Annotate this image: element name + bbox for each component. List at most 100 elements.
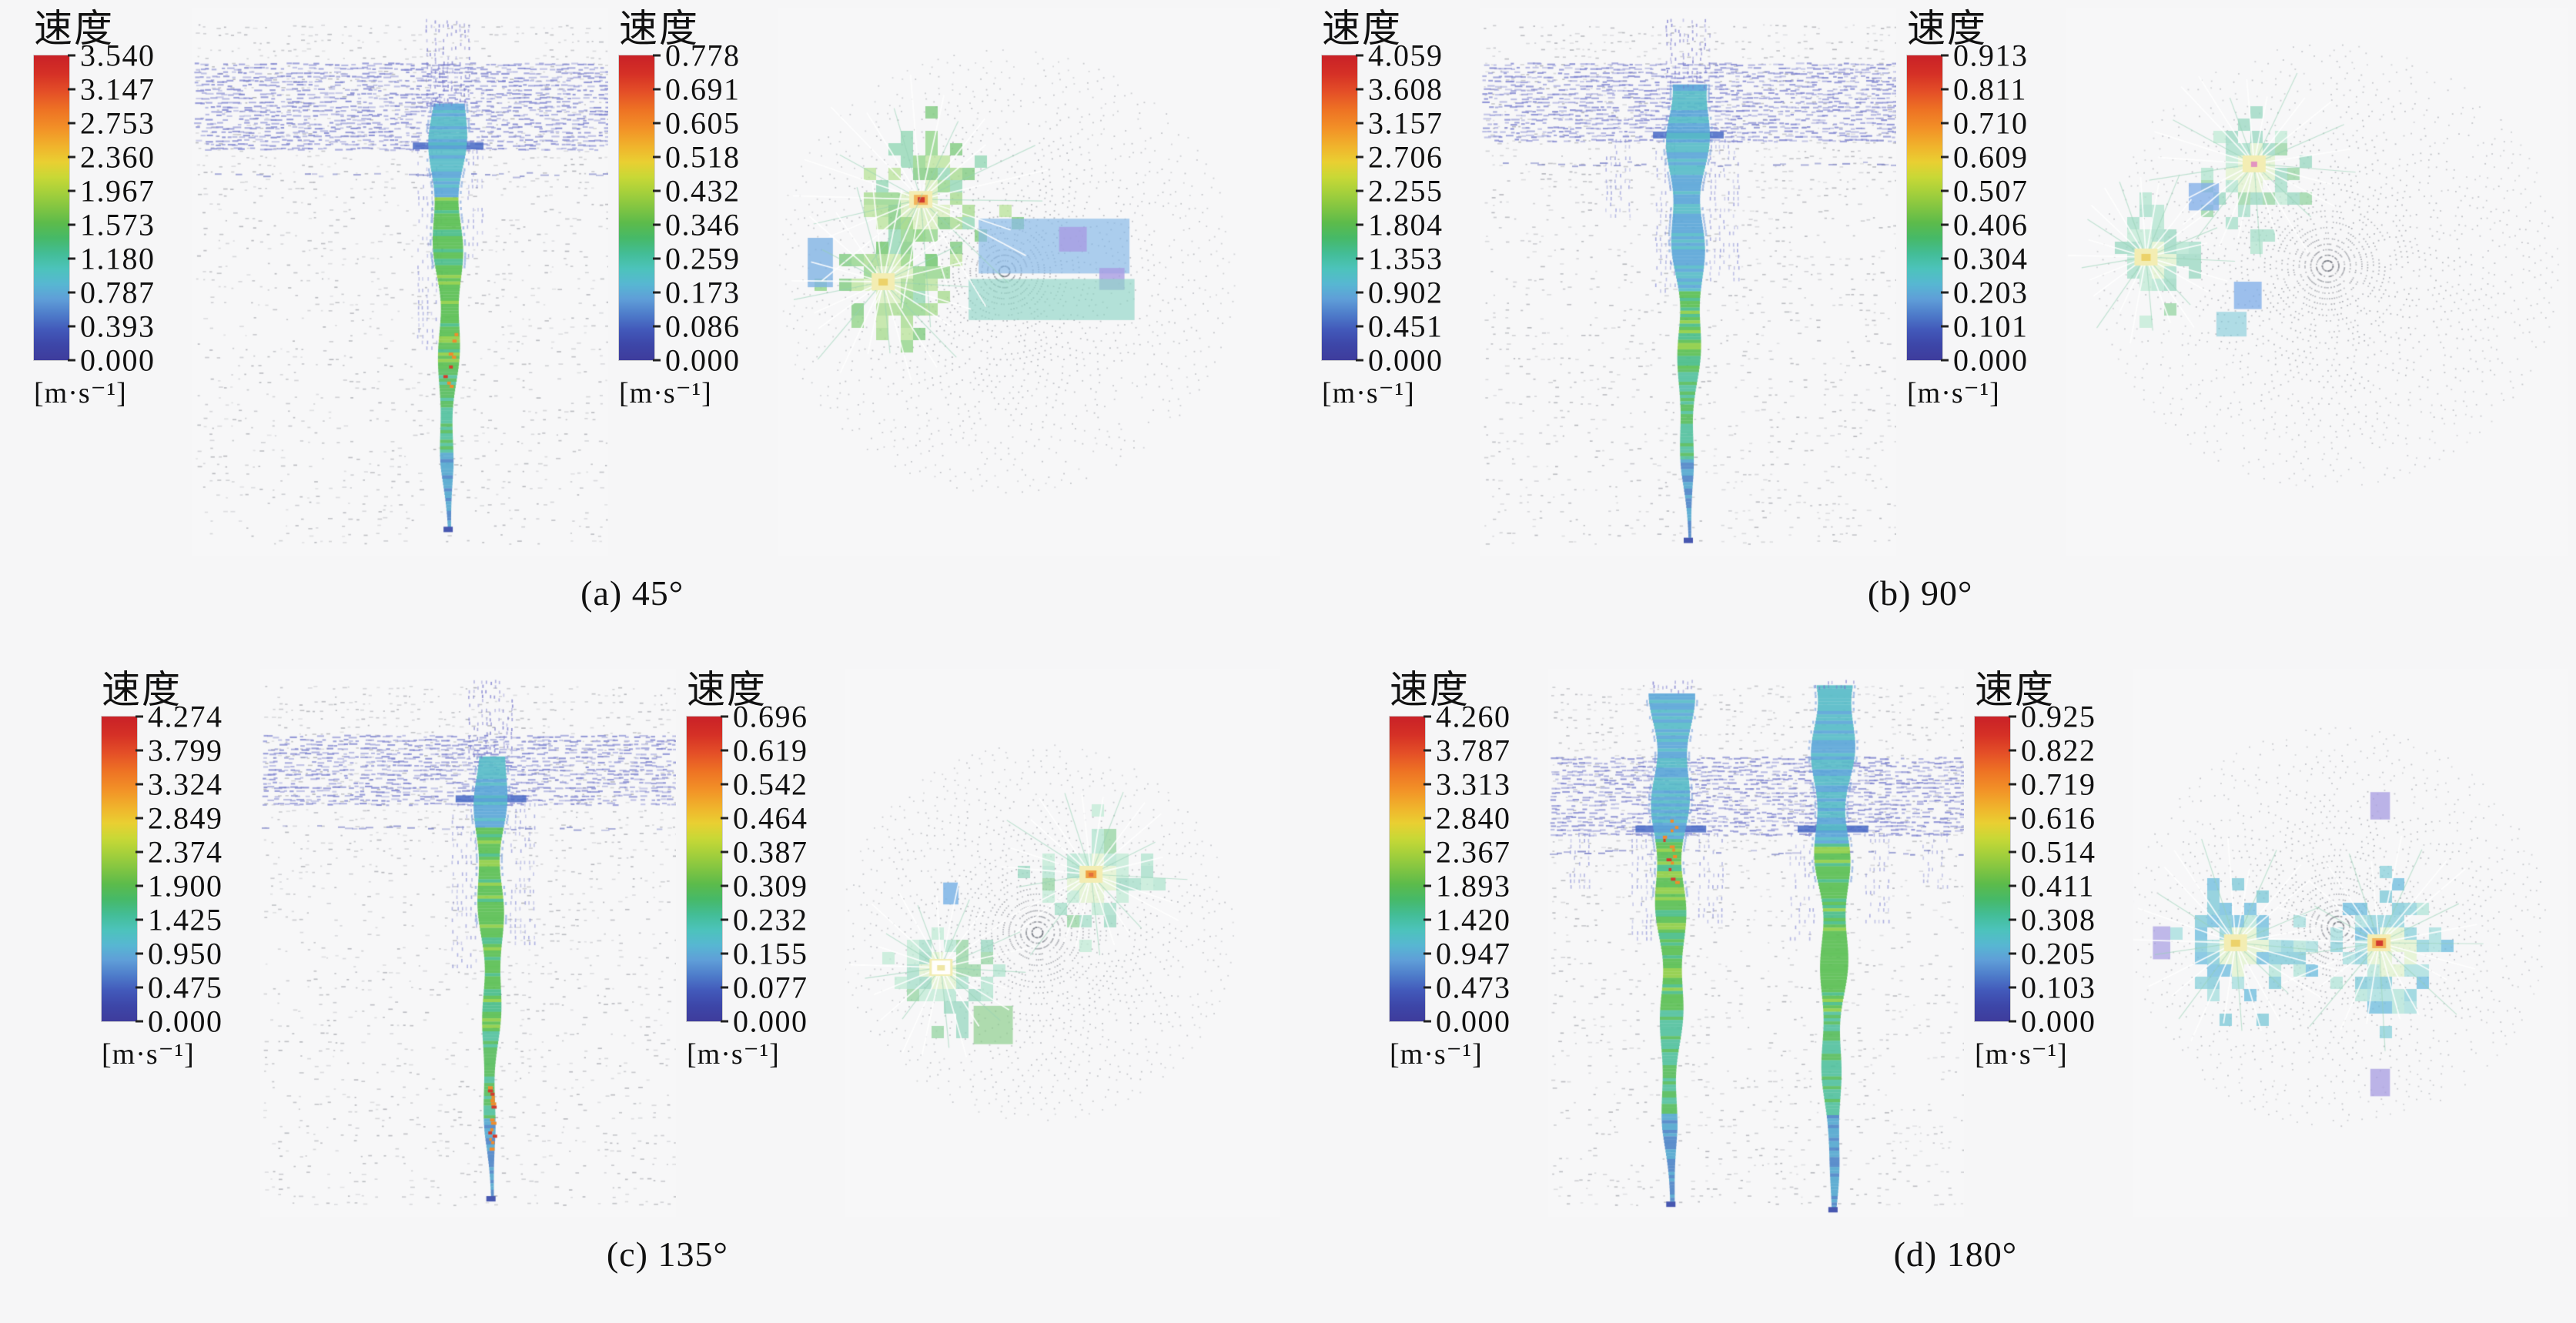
colorbar-tick-mark bbox=[68, 189, 75, 192]
colorbar-tick-labels: 0.778 0.691 0.605 0.518 0.432 0.346 0.259 0.173… bbox=[653, 38, 767, 378]
colorbar-title: 速度 bbox=[687, 667, 767, 712]
colorbar-tick-mark bbox=[1941, 189, 1949, 192]
colorbar-tick-label: 1.420 bbox=[1436, 902, 1511, 937]
colorbar-tick-mark bbox=[653, 189, 661, 192]
colorbar-tick-mark bbox=[1356, 291, 1363, 294]
colorbar-tick-label: 0.000 bbox=[1953, 342, 2029, 378]
colorbar-unit: [m·s⁻¹] bbox=[102, 1038, 195, 1071]
colorbar-tick-label: 0.947 bbox=[1436, 936, 1511, 971]
colorbar-tick-label: 0.173 bbox=[665, 275, 741, 310]
colorbar-tick-label: 4.059 bbox=[1368, 38, 1444, 73]
colorbar-tick-label: 0.203 bbox=[1953, 275, 2029, 310]
colorbar-tick-mark bbox=[135, 884, 143, 887]
colorbar-tick-label: 1.900 bbox=[148, 868, 223, 904]
colorbar-tick-mark bbox=[2009, 817, 2016, 820]
colorbar-tick-mark bbox=[1423, 783, 1431, 786]
colorbar-tick-mark bbox=[1941, 257, 1949, 260]
colorbar-tick-label: 0.000 bbox=[148, 1004, 223, 1039]
colorbar-tick-mark bbox=[68, 155, 75, 159]
colorbar-tick-label: 0.950 bbox=[148, 936, 223, 971]
colorbar-title: 速度 bbox=[34, 6, 114, 51]
colorbar-tick-mark bbox=[2009, 783, 2016, 786]
colorbar-tick-labels: 4.059 3.608 3.157 2.706 2.255 1.804 1.353 0.902… bbox=[1356, 38, 1470, 378]
panel-caption: (c) 135° bbox=[606, 1234, 728, 1274]
colorbar-tick-label: 0.778 bbox=[665, 38, 741, 73]
colorbar-tick-mark bbox=[135, 715, 143, 718]
colorbar-tick-mark bbox=[721, 749, 728, 752]
colorbar-tick-mark bbox=[653, 359, 661, 362]
colorbar: 0.696 0.619 0.542 0.464 0.387 0.309 0.232 0.155… bbox=[686, 700, 835, 1039]
panel: 速度 4.059 3.608 3.157 2.706 2.255 1.804 1.353 0.… bbox=[1288, 0, 2576, 661]
panel-plots: 速度 4.274 3.799 3.324 2.849 2.374 1.900 1.425 0.… bbox=[101, 667, 1280, 1217]
colorbar-tick-mark bbox=[1941, 54, 1949, 57]
colorbar-tick-label: 0.393 bbox=[80, 309, 156, 344]
colorbar-tick-label: 0.451 bbox=[1368, 309, 1444, 344]
colorbar-tick-mark bbox=[2009, 884, 2016, 887]
colorbar-tick-mark bbox=[1356, 359, 1363, 362]
colorbar: 4.059 3.608 3.157 2.706 2.255 1.804 1.353 0.902… bbox=[1321, 38, 1470, 378]
colorbar-tick-label: 2.753 bbox=[80, 105, 156, 141]
panel-plots: 速度 4.059 3.608 3.157 2.706 2.255 1.804 1.353 0.… bbox=[1321, 8, 2568, 556]
colorbar-tick-mark bbox=[1423, 884, 1431, 887]
panel: 速度 4.260 3.787 3.313 2.840 2.367 1.893 1.420 0.… bbox=[1288, 661, 2576, 1323]
colorbar-tick-mark bbox=[1941, 223, 1949, 226]
side-view-vector-plot bbox=[260, 669, 676, 1217]
colorbar-tick-mark bbox=[1423, 918, 1431, 921]
colorbar-tick-label: 1.893 bbox=[1436, 868, 1511, 904]
top-view-colorbar-legend: 速度 0.913 0.811 0.710 0.609 0.507 0.406 0.304 0.… bbox=[1906, 8, 2055, 556]
colorbar-gradient bbox=[1389, 716, 1426, 1022]
side-view-vector-plot bbox=[1548, 669, 1964, 1217]
colorbar-unit: [m·s⁻¹] bbox=[687, 1038, 780, 1071]
colorbar-tick-label: 0.309 bbox=[733, 868, 808, 904]
colorbar-tick-label: 0.616 bbox=[2021, 800, 2096, 836]
colorbar-tick-label: 4.260 bbox=[1436, 699, 1511, 734]
colorbar-tick-label: 0.387 bbox=[733, 834, 808, 870]
colorbar-gradient bbox=[686, 716, 723, 1022]
colorbar-tick-mark bbox=[135, 850, 143, 854]
colorbar-tick-label: 0.000 bbox=[1368, 342, 1444, 378]
colorbar-tick-label: 0.514 bbox=[2021, 834, 2096, 870]
colorbar-tick-label: 0.346 bbox=[665, 207, 741, 242]
colorbar-tick-mark bbox=[2009, 918, 2016, 921]
colorbar-unit: [m·s⁻¹] bbox=[1975, 1038, 2068, 1071]
colorbar: 0.778 0.691 0.605 0.518 0.432 0.346 0.259 0.173… bbox=[618, 38, 767, 378]
panel-caption: (d) 180° bbox=[1893, 1234, 2018, 1274]
colorbar-tick-mark bbox=[653, 122, 661, 125]
colorbar-tick-mark bbox=[1356, 223, 1363, 226]
colorbar-tick-mark bbox=[135, 952, 143, 955]
colorbar-tick-labels: 0.925 0.822 0.719 0.616 0.514 0.411 0.308 0.205… bbox=[2009, 700, 2123, 1039]
colorbar-tick-label: 1.180 bbox=[80, 241, 156, 276]
colorbar-tick-label: 0.000 bbox=[1436, 1004, 1511, 1039]
colorbar-unit: [m·s⁻¹] bbox=[1390, 1038, 1483, 1071]
colorbar-tick-mark bbox=[653, 88, 661, 91]
top-view-vector-plot bbox=[845, 669, 1280, 1217]
colorbar-tick-label: 1.804 bbox=[1368, 207, 1444, 242]
side-view-vector-plot bbox=[1480, 8, 1896, 556]
colorbar-tick-mark bbox=[653, 325, 661, 328]
colorbar-tick-label: 0.000 bbox=[2021, 1004, 2096, 1039]
colorbar-tick-label: 0.259 bbox=[665, 241, 741, 276]
colorbar-tick-label: 3.799 bbox=[148, 733, 223, 768]
colorbar-tick-labels: 0.913 0.811 0.710 0.609 0.507 0.406 0.304 0.203… bbox=[1941, 38, 2055, 378]
colorbar-tick-label: 0.787 bbox=[80, 275, 156, 310]
colorbar-tick-mark bbox=[1356, 189, 1363, 192]
colorbar-tick-label: 3.608 bbox=[1368, 72, 1444, 107]
colorbar-tick-mark bbox=[1356, 88, 1363, 91]
colorbar-tick-mark bbox=[135, 986, 143, 989]
colorbar-tick-mark bbox=[135, 783, 143, 786]
colorbar-tick-label: 0.086 bbox=[665, 309, 741, 344]
colorbar-tick-label: 0.475 bbox=[148, 970, 223, 1005]
top-view-colorbar-legend: 速度 0.778 0.691 0.605 0.518 0.432 0.346 0.259 0.… bbox=[618, 8, 767, 556]
colorbar-tick-label: 2.849 bbox=[148, 800, 223, 836]
colorbar-tick-labels: 0.696 0.619 0.542 0.464 0.387 0.309 0.232 0.155… bbox=[721, 700, 835, 1039]
colorbar-tick-label: 3.157 bbox=[1368, 105, 1444, 141]
colorbar-tick-mark bbox=[135, 918, 143, 921]
colorbar-tick-label: 0.710 bbox=[1953, 105, 2029, 141]
colorbar: 4.260 3.787 3.313 2.840 2.367 1.893 1.420 0.947… bbox=[1389, 700, 1537, 1039]
colorbar-tick-label: 2.840 bbox=[1436, 800, 1511, 836]
side-view-colorbar-legend: 速度 4.274 3.799 3.324 2.849 2.374 1.900 1.425 0.… bbox=[101, 669, 249, 1217]
colorbar-tick-label: 3.324 bbox=[148, 767, 223, 802]
colorbar-tick-label: 0.691 bbox=[665, 72, 741, 107]
colorbar-tick-mark bbox=[2009, 952, 2016, 955]
colorbar-tick-label: 0.000 bbox=[665, 342, 741, 378]
